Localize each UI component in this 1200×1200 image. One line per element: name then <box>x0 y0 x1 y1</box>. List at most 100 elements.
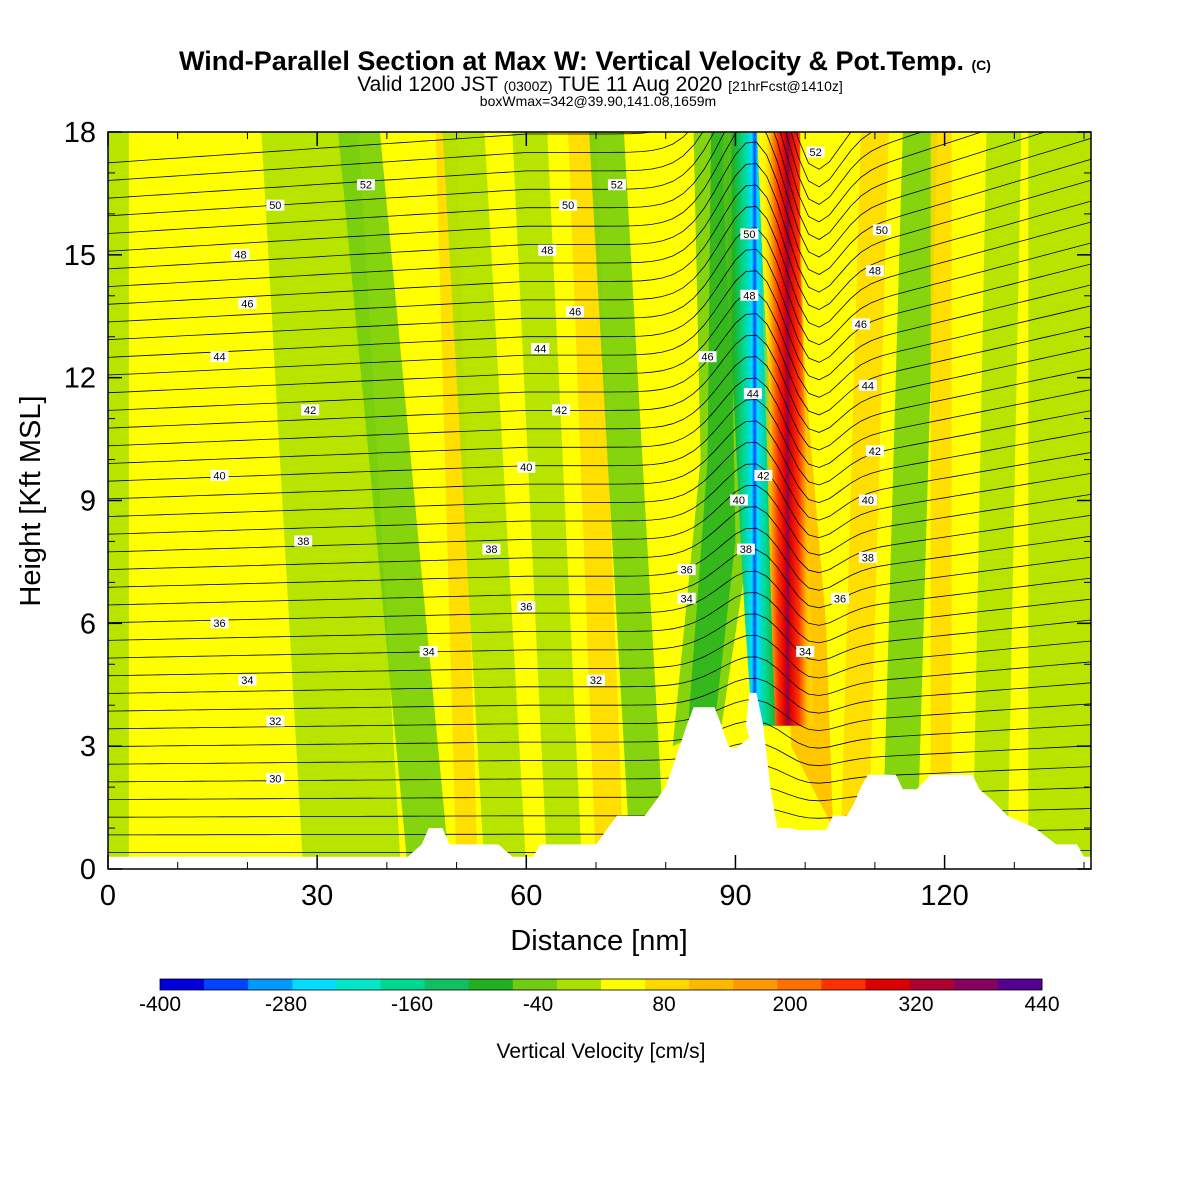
theta-label-text: 46 <box>701 352 713 364</box>
theta-contour <box>108 227 1091 346</box>
theta-label-box <box>796 645 815 657</box>
y-axis-label: Height [Kft MSL] <box>15 395 47 606</box>
colorbar-swatch <box>556 979 602 990</box>
theta-label: 48 <box>231 248 250 261</box>
theta-label: 50 <box>872 224 891 237</box>
x-tick-label: 90 <box>719 880 751 912</box>
theta-label-text: 48 <box>869 266 881 278</box>
theta-contour <box>108 184 1091 311</box>
colorbar-tick-label: 440 <box>1024 993 1059 1016</box>
colorbar-tick-label: -400 <box>139 993 181 1016</box>
chart-title: Wind-Parallel Section at Max W: Vertical… <box>179 46 991 76</box>
theta-contour <box>108 132 1047 240</box>
theta-label-box <box>566 306 585 318</box>
theta-label-box <box>517 600 536 612</box>
theta-contour <box>108 313 1091 416</box>
theta-label: 52 <box>607 179 626 192</box>
theta-label-box <box>231 248 250 260</box>
theta-label: 34 <box>796 645 815 658</box>
theta-contour <box>108 132 852 170</box>
theta-label-text: 44 <box>534 344 546 356</box>
y-tick-label: 18 <box>64 117 96 149</box>
band-green-8 <box>1028 132 1091 869</box>
theta-label: 48 <box>538 244 557 257</box>
theta-label-text: 32 <box>269 716 281 728</box>
theta-contour <box>108 570 1091 626</box>
y-tick-label: 12 <box>64 363 96 395</box>
y-tick-label: 6 <box>80 608 96 640</box>
theta-label-box <box>210 351 229 363</box>
theta-label: 36 <box>831 592 850 605</box>
theta-label-box <box>740 228 759 240</box>
colorbar-swatch <box>689 979 734 990</box>
theta-label-box <box>743 388 762 400</box>
theta-label-text: 48 <box>743 290 755 302</box>
theta-contour <box>108 677 1091 714</box>
theta-label-text: 50 <box>562 200 574 212</box>
theta-label: 44 <box>743 388 762 401</box>
colorbar-swatch <box>865 979 911 990</box>
theta-contour <box>108 141 1091 275</box>
colorbar-swatch <box>733 979 778 990</box>
theta-contour <box>108 270 1091 381</box>
theta-label: 50 <box>559 199 578 212</box>
theta-label: 34 <box>419 645 438 658</box>
theta-contour <box>108 613 1091 661</box>
colorbar-swatch <box>953 979 999 990</box>
theta-label-box <box>736 543 755 555</box>
theta-label-box <box>851 318 870 330</box>
chart-subtitle2: boxWmax=342@39.90,141.08,1659m <box>480 93 716 109</box>
theta-contour <box>108 356 1091 451</box>
theta-label-box <box>872 224 891 236</box>
band-green-4 <box>512 132 583 869</box>
theta-label-text: 32 <box>590 675 602 687</box>
theta-label-box <box>729 494 748 506</box>
band-green-7 <box>972 132 1022 869</box>
theta-label-box <box>559 199 578 211</box>
theta-label-box <box>677 592 696 604</box>
theta-label-box <box>740 289 759 301</box>
theta-label-text: 40 <box>213 470 225 482</box>
colorbar-swatch <box>909 979 955 990</box>
x-tick-label: 120 <box>920 880 968 912</box>
theta-label: 38 <box>294 535 313 548</box>
theta-label-text: 36 <box>834 593 846 605</box>
y-tick-label: 0 <box>80 854 96 886</box>
theta-contour <box>108 248 1091 363</box>
band-green-5 <box>589 132 666 869</box>
theta-label-box <box>831 592 850 604</box>
theta-label: 36 <box>677 564 696 577</box>
colorbar-tick-label: -280 <box>265 993 307 1016</box>
theta-label-box <box>266 199 285 211</box>
band-green-6 <box>881 132 938 869</box>
theta-label-text: 36 <box>213 618 225 630</box>
theta-label-box <box>865 445 884 457</box>
theta-label-box <box>858 551 877 563</box>
theta-contour <box>108 549 1091 609</box>
theta-label-box <box>754 469 773 481</box>
theta-label-text: 48 <box>234 249 246 261</box>
theta-label: 40 <box>210 469 229 482</box>
theta-label: 50 <box>740 228 759 241</box>
theta-label-box <box>266 772 285 784</box>
theta-label-box <box>482 543 501 555</box>
theta-label-box <box>587 674 606 686</box>
theta-label: 32 <box>587 674 606 687</box>
theta-contour <box>108 742 1091 767</box>
x-axis: 0 30 60 90 120 <box>100 132 1085 912</box>
theta-contour <box>108 163 1091 293</box>
terrain <box>108 692 1091 869</box>
theta-label-box <box>301 404 320 416</box>
y-tick-label: 3 <box>80 731 96 763</box>
theta-contour <box>108 484 1091 556</box>
theta-label-box <box>858 494 877 506</box>
theta-label: 52 <box>356 179 375 192</box>
theta-label-box <box>552 404 571 416</box>
colorbar-swatch <box>997 979 1043 990</box>
theta-label: 46 <box>238 297 257 310</box>
theta-contour <box>108 592 1091 644</box>
theta-label: 40 <box>517 461 536 474</box>
theta-label: 42 <box>865 445 884 458</box>
colorbar-swatch <box>336 979 381 990</box>
